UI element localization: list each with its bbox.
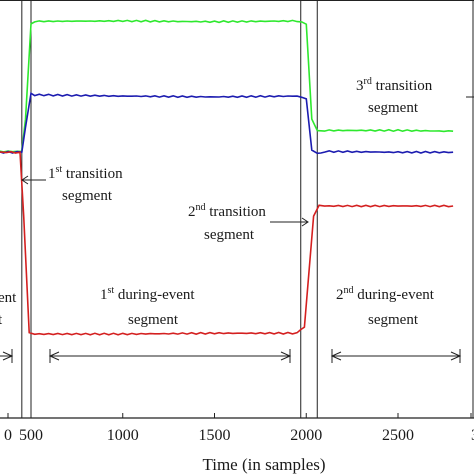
during-event-2-arrow-right-head <box>450 351 462 361</box>
annotation-1-line2: segment <box>62 188 113 204</box>
x-tick-label-3: 1500 <box>199 427 231 444</box>
during-event-0-arrow <box>0 349 14 363</box>
annotation-2-line2: segment <box>204 227 255 243</box>
segment-boundary-lines <box>21 0 318 418</box>
x-axis-ticks: 500 1000 1500 2000 2500 3 0 <box>4 413 474 444</box>
annotation-4-line1: 1st during-event <box>100 285 195 303</box>
x-tick-label-2: 1000 <box>107 427 139 444</box>
annotation-1-line1: 1st transition <box>48 164 123 182</box>
plot-frame <box>0 0 474 419</box>
x-tick-label-7: 0 <box>4 427 12 444</box>
signal-series <box>0 19 454 336</box>
series-line-1 <box>0 19 454 153</box>
annotation-6-line1: ent <box>0 290 17 306</box>
segment-annotations: 1st transition segment 2nd transition segme… <box>0 76 435 328</box>
x-tick-label-6: 3 <box>471 427 474 444</box>
during-event-2-arrow <box>330 349 462 363</box>
transition-1-head <box>21 175 29 185</box>
annotation-5-line1: 2nd during-event <box>336 285 435 303</box>
x-tick-label-4: 2000 <box>290 427 322 444</box>
annotation-5-line2: segment <box>368 312 419 328</box>
during-event-1-arrow <box>48 349 292 363</box>
series-line-3 <box>0 150 454 336</box>
annotation-2-line1: 2nd transition <box>188 202 266 220</box>
annotation-3-line2: segment <box>368 100 419 116</box>
x-tick-label-1: 500 <box>19 427 43 444</box>
series-line-2 <box>0 91 454 155</box>
x-axis-title: Time (in samples) <box>202 455 325 474</box>
during-event-1-arrow-right-head <box>280 351 292 361</box>
annotation-3-line1: 3rd transition <box>356 76 433 94</box>
during-event-2-arrow-left-head <box>330 351 342 361</box>
annotation-4-line2: segment <box>128 312 179 328</box>
transition-2-head <box>301 217 309 227</box>
x-tick-label-5: 2500 <box>382 427 414 444</box>
segment-arrows <box>0 96 474 363</box>
during-event-1-arrow-left-head <box>48 351 60 361</box>
annotation-6-line2: t <box>0 312 3 328</box>
